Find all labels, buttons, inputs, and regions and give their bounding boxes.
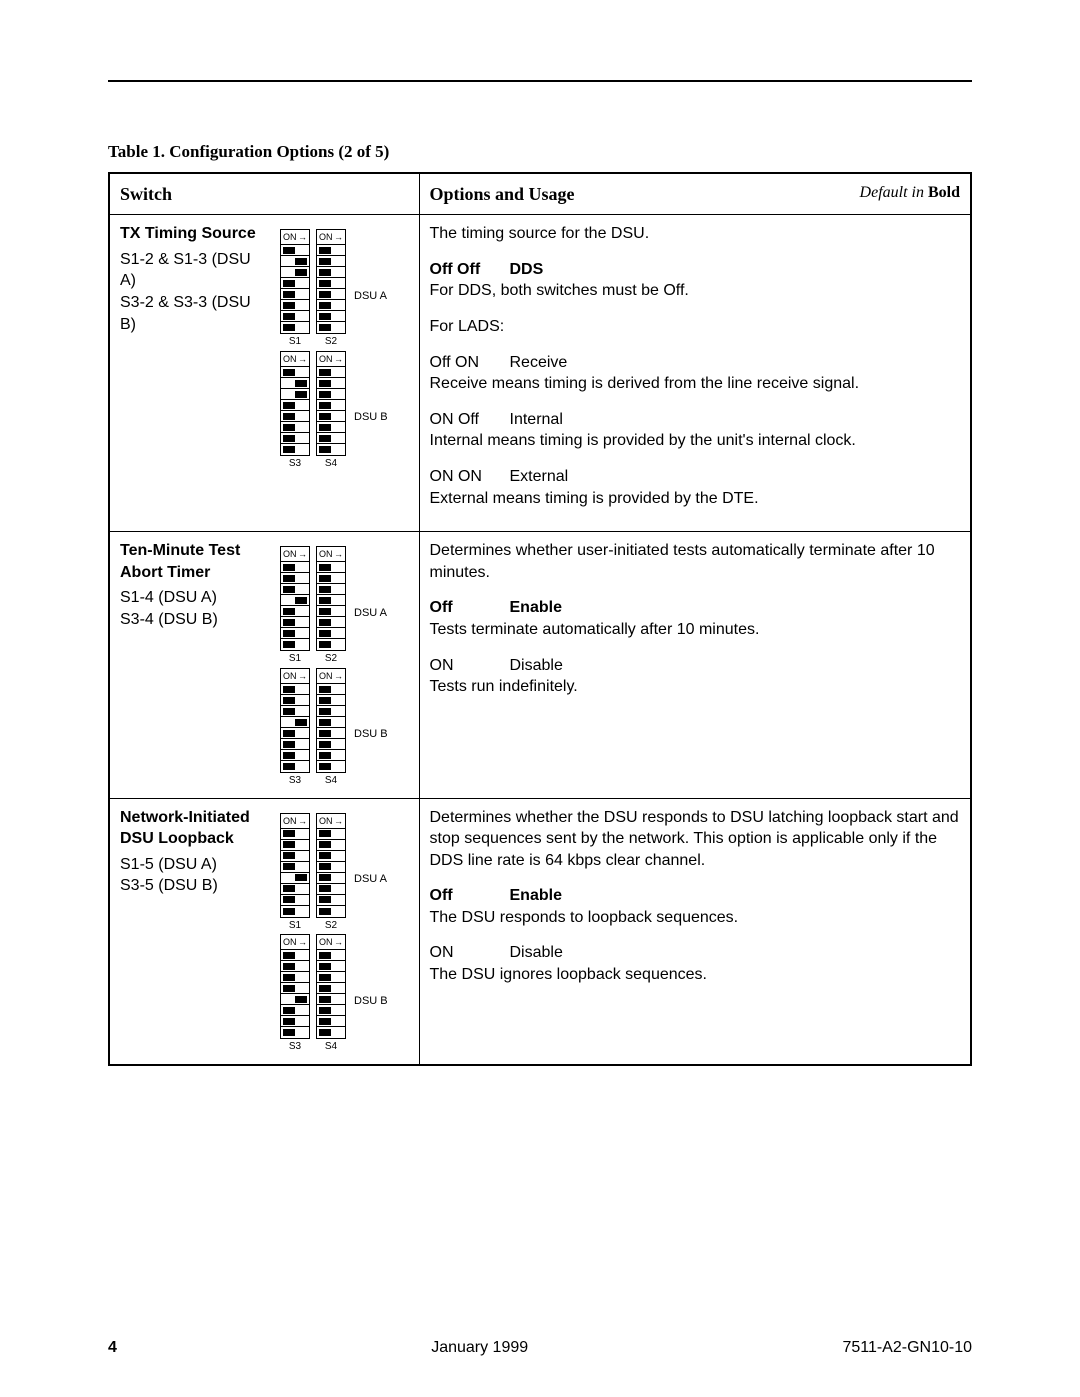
footer-date: January 1999 bbox=[431, 1339, 528, 1357]
default-note: Default in Bold bbox=[860, 182, 960, 204]
col-options: Options and Usage Default in Bold bbox=[419, 173, 971, 215]
switch-title: TX Timing Source bbox=[120, 223, 270, 245]
usage-cell: Determines whether user-initiated tests … bbox=[419, 532, 971, 798]
footer-docnum: 7511-A2-GN10-10 bbox=[842, 1339, 972, 1357]
switch-cell: TX Timing SourceS1-2 & S1-3 (DSU A)S3-2 … bbox=[109, 215, 419, 532]
page-footer: 4 January 1999 7511-A2-GN10-10 bbox=[108, 1339, 972, 1357]
switch-cell: Ten-Minute Test Abort TimerS1-4 (DSU A)S… bbox=[109, 532, 419, 798]
table-caption: Table 1. Configuration Options (2 of 5) bbox=[108, 142, 972, 162]
config-table: Switch Options and Usage Default in Bold… bbox=[108, 172, 972, 1066]
switch-cell: Network-Initiated DSU LoopbackS1-5 (DSU … bbox=[109, 798, 419, 1065]
switch-title: Network-Initiated DSU Loopback bbox=[120, 807, 270, 850]
dip-switch-diagram: ON→S1ON→S2DSU AON→S3ON→S4DSU B bbox=[280, 229, 388, 472]
page-number: 4 bbox=[108, 1339, 117, 1357]
switch-title: Ten-Minute Test Abort Timer bbox=[120, 540, 270, 583]
dip-switch-diagram: ON→S1ON→S2DSU AON→S3ON→S4DSU B bbox=[280, 813, 388, 1056]
usage-cell: Determines whether the DSU responds to D… bbox=[419, 798, 971, 1065]
usage-cell: The timing source for the DSU.Off OffDDS… bbox=[419, 215, 971, 532]
col-switch: Switch bbox=[109, 173, 419, 215]
dip-switch-diagram: ON→S1ON→S2DSU AON→S3ON→S4DSU B bbox=[280, 546, 388, 789]
